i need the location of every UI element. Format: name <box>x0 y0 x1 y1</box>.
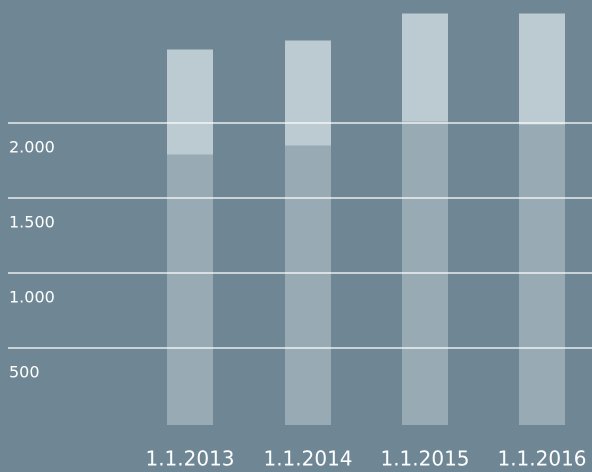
bar-segment <box>285 40 331 146</box>
bar-segment <box>402 13 448 122</box>
y-tick-label: 1.500 <box>9 213 55 232</box>
bar-segment <box>167 49 213 155</box>
bar-segment <box>519 124 565 425</box>
y-tick-label: 1.000 <box>9 288 55 307</box>
bar-segment <box>167 154 213 425</box>
bar-segment <box>285 145 331 425</box>
bar-segment <box>519 13 565 125</box>
y-tick-label: 2.000 <box>9 138 55 157</box>
x-tick-label: 1.1.2015 <box>380 447 469 471</box>
x-tick-label: 1.1.2016 <box>497 447 586 471</box>
y-tick-label: 500 <box>9 363 40 382</box>
x-tick-label: 1.1.2014 <box>263 447 352 471</box>
x-tick-label: 1.1.2013 <box>145 447 234 471</box>
